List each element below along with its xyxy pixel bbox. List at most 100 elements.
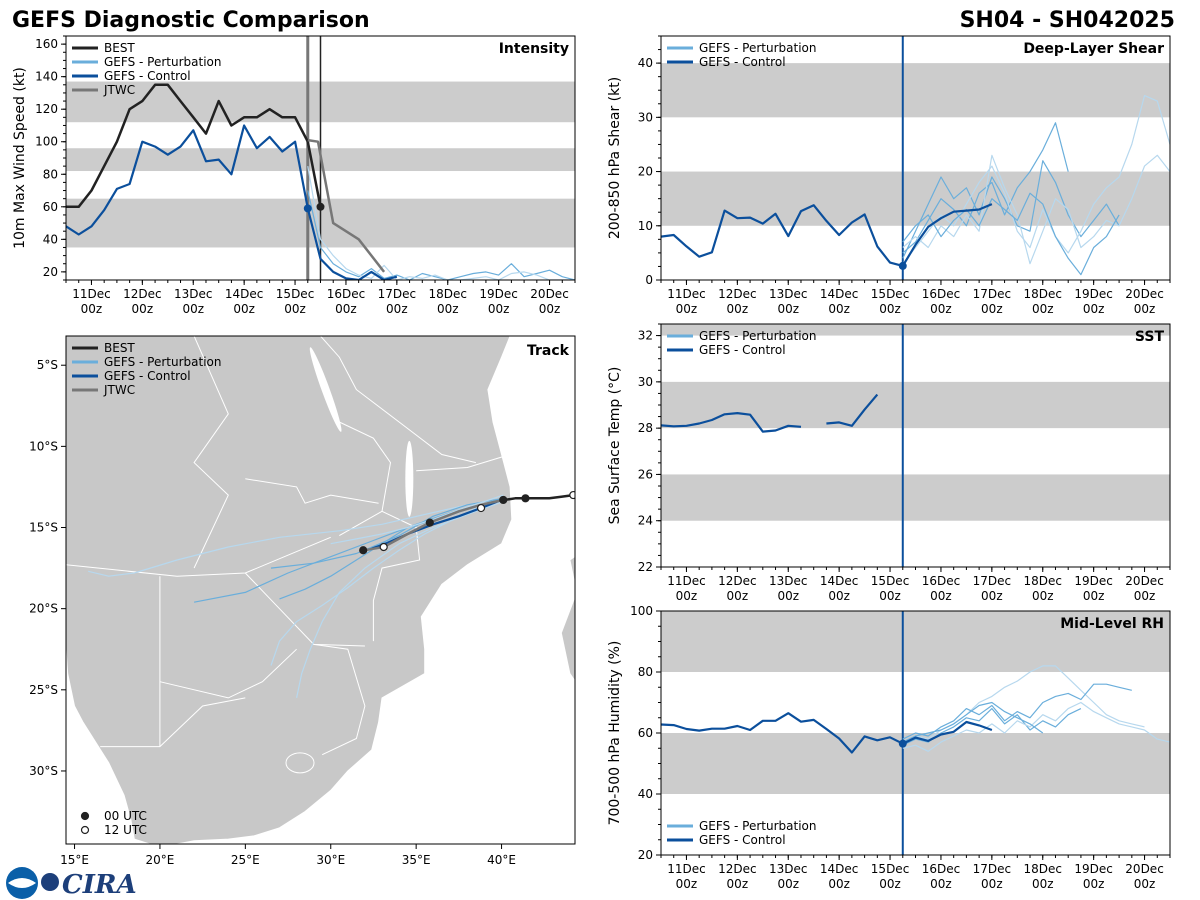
x-tick-label: 19Dec: [1074, 287, 1113, 301]
shaded-band: [661, 324, 1170, 336]
x-tick-label: 13Dec: [769, 287, 808, 301]
panel-title: SST: [1135, 329, 1165, 345]
x-tick-label: 19Dec: [1074, 574, 1113, 588]
x-tick-label: 00z: [1032, 589, 1054, 603]
x-tick-label: 17Dec: [973, 287, 1012, 301]
x-tick-label: 14Dec: [225, 287, 264, 301]
x-tick-label: 00z: [1083, 302, 1105, 316]
x-tick-label: 00z: [676, 877, 698, 891]
y-tick-label: 160: [35, 37, 58, 51]
x-tick-label: 00z: [777, 589, 799, 603]
x-tick-label: 00z: [879, 589, 901, 603]
legend-label: BEST: [104, 41, 135, 55]
x-tick-label: 14Dec: [820, 287, 859, 301]
series-line-gefs-perturbation: [902, 683, 1132, 740]
country-border: [100, 697, 246, 748]
y-tick-label: 80: [638, 665, 653, 679]
x-tick-label: 20Dec: [1125, 287, 1164, 301]
series-line-gefs-control: [66, 124, 398, 280]
x-tick-label: 00z: [1134, 302, 1156, 316]
series-line-gefs-perturbation: [902, 701, 1170, 752]
x-tick-label: 15Dec: [871, 862, 910, 876]
x-tick-label: 00z: [777, 877, 799, 891]
y-tick-label: 140: [35, 70, 58, 84]
x-tick-label: 00z: [437, 302, 459, 316]
y-tick-label: 40: [638, 56, 653, 70]
x-tick-label: 00z: [1083, 589, 1105, 603]
track-point: [359, 546, 368, 555]
y-tick-label: 120: [35, 102, 58, 116]
legend-label: GEFS - Control: [699, 343, 786, 357]
y-tick-label: 5°S: [37, 358, 58, 372]
axes-frame: [660, 323, 1171, 568]
y-tick-label: 100: [630, 604, 653, 618]
x-tick-label: 16Dec: [922, 287, 961, 301]
panel-title: Deep-Layer Shear: [1023, 41, 1164, 57]
series-line-gefs-control: [661, 203, 993, 267]
marker-legend-symbol: [80, 811, 90, 821]
x-tick-label: 20°E: [146, 853, 175, 867]
x-tick-label: 00z: [981, 302, 1003, 316]
legend-label: GEFS - Perturbation: [104, 355, 221, 369]
country-border: [320, 336, 477, 464]
x-tick-label: 13Dec: [769, 574, 808, 588]
y-tick-label: 22: [638, 560, 653, 574]
series-line-gefs-perturbation: [902, 192, 1120, 276]
series-line-gefs-perturbation: [902, 94, 1170, 265]
x-tick-label: 00z: [676, 589, 698, 603]
y-axis-label: Sea Surface Temp (°C): [607, 367, 623, 525]
logo-text: CIRA: [62, 870, 137, 900]
y-tick-label: 20: [638, 848, 653, 862]
x-tick-label: 15°E: [60, 853, 89, 867]
map-area: [66, 336, 575, 844]
track-point: [379, 542, 388, 552]
x-tick-label: 20Dec: [530, 287, 569, 301]
legend-label: JTWC: [103, 383, 135, 397]
series-line-gefs-control: [826, 393, 879, 427]
y-tick-label: 10°S: [29, 439, 58, 453]
lake-malawi: [405, 440, 414, 517]
y-tick-label: 28: [638, 421, 653, 435]
storm-id: SH04 - SH042025: [960, 8, 1175, 33]
x-tick-label: 18Dec: [1024, 574, 1063, 588]
africa-landmass: [66, 336, 513, 844]
x-tick-label: 14Dec: [820, 574, 859, 588]
country-border: [66, 536, 331, 577]
x-tick-label: 17Dec: [973, 574, 1012, 588]
country-border: [339, 421, 392, 537]
y-tick-label: 26: [638, 467, 653, 481]
x-tick-label: 17Dec: [973, 862, 1012, 876]
x-tick-label: 11Dec: [667, 574, 706, 588]
x-tick-label: 00z: [828, 589, 850, 603]
legend-label: GEFS - Control: [699, 55, 786, 69]
legend-label: GEFS - Perturbation: [699, 819, 816, 833]
x-tick-label: 11Dec: [72, 287, 111, 301]
legend-label: GEFS - Control: [104, 369, 191, 383]
y-axis-label: 200-850 hPa Shear (kt): [607, 77, 623, 239]
x-tick-label: 00z: [727, 877, 749, 891]
x-tick-label: 15Dec: [871, 287, 910, 301]
x-tick-label: 35°E: [402, 853, 431, 867]
x-tick-label: 00z: [488, 302, 510, 316]
plot-area: [661, 324, 1170, 567]
track-point: [521, 494, 530, 503]
x-tick-label: 00z: [981, 877, 1003, 891]
cira-globe-icon: [41, 873, 59, 891]
track-point: [476, 503, 486, 513]
sst-panel: 22242628303211Dec00z12Dec00z13Dec00z14De…: [607, 323, 1171, 603]
x-tick-label: 00z: [879, 302, 901, 316]
x-tick-label: 12Dec: [718, 287, 757, 301]
y-tick-label: 20: [638, 165, 653, 179]
init-marker: [898, 261, 907, 270]
x-tick-label: 11Dec: [667, 287, 706, 301]
series-line-gefs-perturbation: [902, 154, 1170, 265]
shear-panel: 01020304011Dec00z12Dec00z13Dec00z14Dec00…: [607, 35, 1171, 316]
country-border: [372, 510, 421, 642]
x-tick-label: 00z: [386, 302, 408, 316]
x-tick-label: 00z: [1032, 302, 1054, 316]
y-tick-label: 15°S: [29, 521, 58, 535]
series-line-jtwc: [307, 138, 386, 273]
y-tick-label: 40: [638, 787, 653, 801]
x-tick-label: 16Dec: [327, 287, 366, 301]
x-tick-label: 16Dec: [922, 862, 961, 876]
